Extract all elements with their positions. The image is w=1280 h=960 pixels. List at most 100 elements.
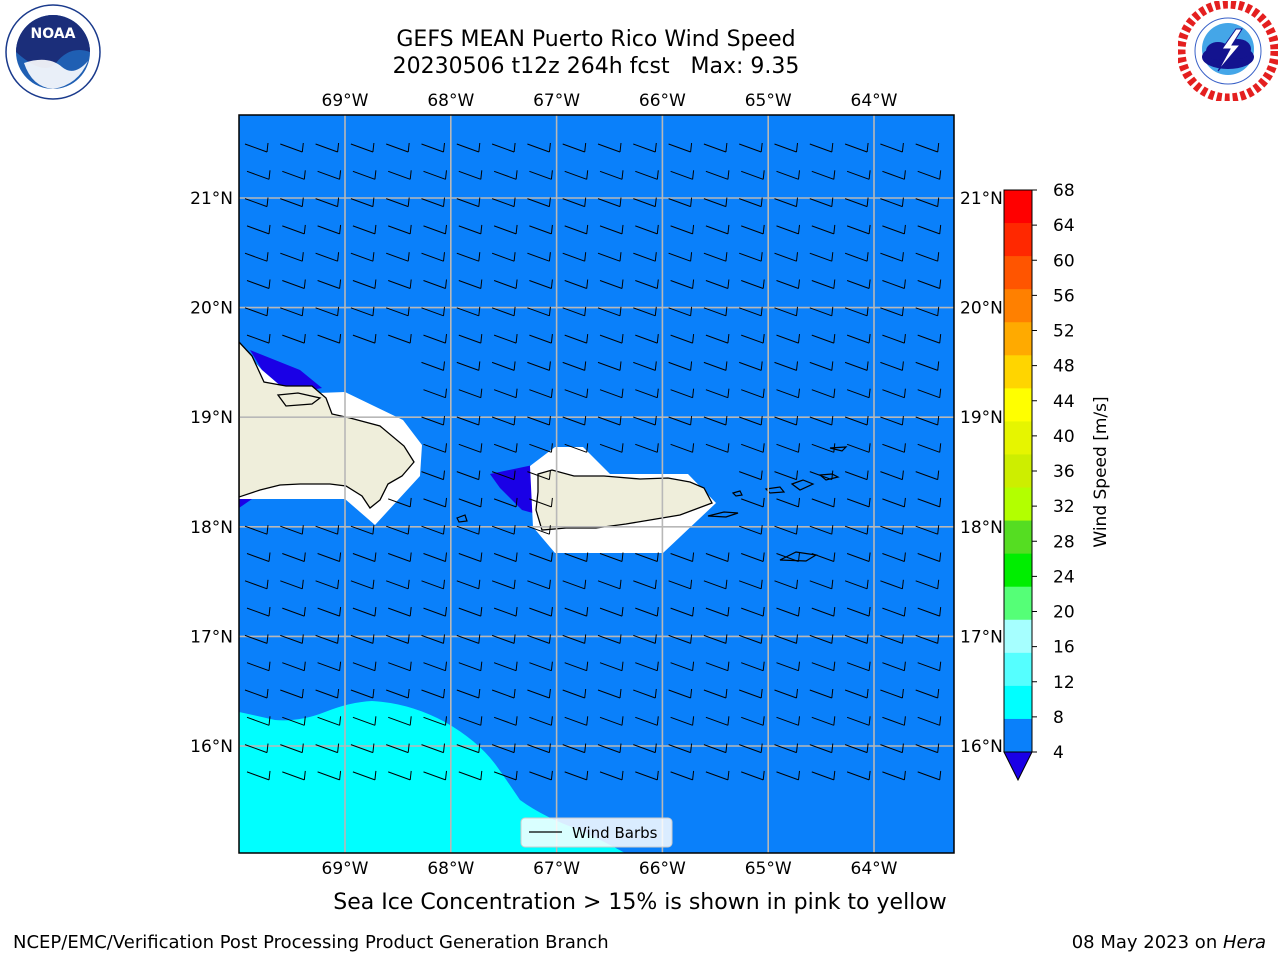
wind-barb — [350, 525, 375, 535]
map-legend: Wind Barbs — [520, 817, 673, 848]
wind-barb — [423, 552, 447, 562]
wind-barb — [388, 552, 412, 562]
wind-barb — [421, 361, 445, 371]
wind-barb — [705, 334, 730, 344]
wind-barb — [562, 142, 587, 153]
wind-barb — [315, 306, 340, 317]
wind-barb — [562, 361, 587, 371]
colorbar-tick-label: 24 — [1053, 567, 1075, 587]
lat-tick-label: 21°N — [960, 189, 1003, 209]
wind-barb — [458, 279, 483, 289]
wind-barb — [846, 170, 871, 180]
wind-barb — [315, 252, 340, 262]
wind-barb — [635, 661, 659, 672]
wind-barb — [670, 224, 695, 235]
wind-barb — [315, 579, 340, 590]
footer-date-text: 08 May 2023 on — [1071, 932, 1223, 953]
wind-barb — [599, 224, 624, 235]
virgin-islands — [818, 473, 840, 481]
wind-barb — [386, 142, 410, 153]
wind-barb — [350, 579, 375, 590]
chart-subtitle: 20230506 t12z 264h fcst Max: 9.35 — [392, 54, 800, 79]
wind-barb — [280, 688, 304, 699]
wind-barb — [599, 443, 624, 453]
wind-barb — [705, 388, 730, 399]
colorbar-segment — [1004, 223, 1032, 257]
wind-barb — [811, 552, 836, 562]
footer-credit: NCEP/EMC/Verification Post Processing Pr… — [13, 932, 609, 953]
lon-tick-label: 65°W — [745, 91, 792, 111]
wind-barb — [776, 716, 800, 726]
wind-barb — [809, 579, 834, 590]
wind-barb — [282, 716, 306, 726]
wind-barb — [527, 579, 551, 590]
wind-barb — [809, 252, 834, 262]
wind-barb — [844, 197, 869, 208]
wind-barb — [846, 770, 871, 781]
wind-barb — [809, 743, 834, 754]
wind-barb — [844, 579, 869, 590]
wind-barb — [423, 661, 447, 672]
wind-barb — [635, 279, 659, 289]
wind-barb — [352, 279, 377, 289]
colorbar-tick-label: 12 — [1053, 673, 1075, 693]
wind-barb — [811, 279, 836, 289]
wind-barb — [564, 388, 589, 399]
lat-tick-label: 18°N — [960, 518, 1003, 538]
lon-tick-label: 64°W — [851, 91, 898, 111]
wind-barb — [493, 716, 518, 726]
wind-barb — [493, 170, 518, 180]
wind-barb — [597, 415, 622, 426]
wind-barb — [633, 579, 657, 590]
wind-barb — [386, 634, 410, 644]
wind-barb — [774, 634, 798, 644]
wind-barb — [809, 634, 834, 644]
wind-barb — [774, 197, 798, 208]
wind-barb — [388, 607, 412, 617]
wind-barb — [491, 197, 516, 208]
wind-barb — [776, 443, 800, 453]
wind-barb — [527, 525, 551, 535]
lat-tick-label: 20°N — [190, 299, 233, 319]
wind-barb — [703, 634, 728, 644]
wind-barb — [423, 279, 447, 289]
wind-barb — [423, 770, 447, 781]
wind-barb — [811, 170, 836, 180]
wind-barb — [493, 552, 518, 562]
wind-barb — [670, 607, 695, 617]
wind-barb — [670, 661, 695, 672]
wind-barb — [564, 716, 589, 726]
wind-barb — [703, 361, 728, 371]
wind-barbs — [244, 142, 942, 781]
wind-barb — [282, 334, 306, 344]
wind-barb — [844, 470, 869, 481]
wind-barb — [244, 688, 269, 699]
wind-barb — [244, 525, 269, 535]
wind-barb — [493, 279, 518, 289]
colorbar-segment — [1004, 256, 1032, 290]
wind-barb — [880, 688, 904, 699]
wind-barb — [633, 306, 657, 317]
wind-barb — [282, 770, 306, 781]
wind-barb — [882, 443, 906, 453]
wind-barb — [668, 252, 693, 262]
wind-barb — [703, 415, 728, 426]
colorbar-tick-label: 56 — [1053, 286, 1075, 306]
wind-barb — [350, 252, 375, 262]
colorbar-tick-label: 20 — [1053, 603, 1075, 623]
wind-barb — [846, 607, 871, 617]
colorbar-tick-label: 52 — [1053, 322, 1075, 342]
wind-barb — [846, 279, 871, 289]
wind-barb — [915, 634, 940, 644]
wind-barb — [668, 579, 693, 590]
wind-barb — [282, 607, 306, 617]
wind-barb — [564, 607, 589, 617]
axis-tick-labels: 69°W 69°W 68°W 68°W 67°W 67°W 66°W 66°W 65°W 65°W… — [190, 91, 1003, 879]
wind-barb — [352, 716, 377, 726]
wind-barb — [456, 197, 481, 208]
wind-barb — [670, 716, 695, 726]
puerto-rico-land — [535, 469, 713, 531]
wind-barb — [917, 497, 942, 508]
wind-barb — [811, 443, 836, 453]
wind-barb — [811, 770, 836, 781]
